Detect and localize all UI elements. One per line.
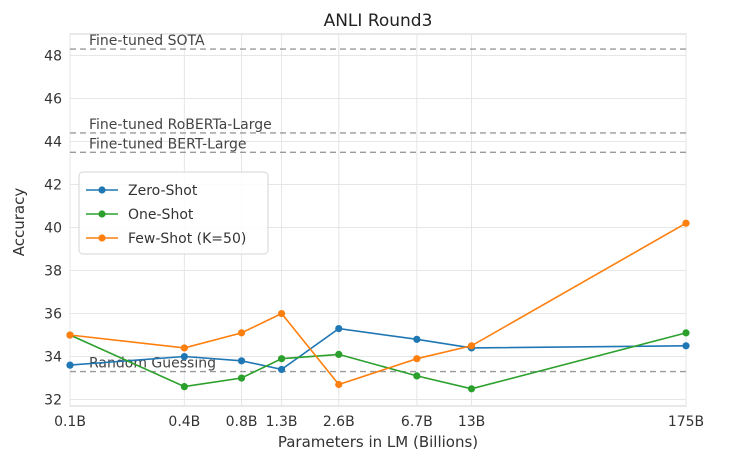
data-point <box>237 329 246 337</box>
x-tick-label: 6.7B <box>401 414 433 430</box>
x-tick-label: 0.8B <box>226 414 258 430</box>
x-tick-label: 2.6B <box>323 414 355 430</box>
data-point <box>180 352 188 361</box>
x-tick-label: 175B <box>668 414 704 430</box>
reference-label: Fine-tuned BERT-Large <box>89 136 247 152</box>
data-point <box>277 355 286 363</box>
x-tick-label: 1.3B <box>266 414 298 430</box>
legend: Zero-Shot One-Shot Few-Shot (K=50) <box>78 171 269 255</box>
data-point <box>682 219 690 227</box>
x-tick-label: 0.4B <box>168 414 200 430</box>
data-point <box>180 383 188 391</box>
x-tick-label: 0.1B <box>54 414 86 430</box>
series-line <box>69 332 687 390</box>
data-point <box>180 344 188 352</box>
legend-label: Few-Shot (K=50) <box>128 231 246 247</box>
y-tick-label: 34 <box>44 350 62 366</box>
y-axis-ticks: 32 34 36 38 40 42 44 46 48 <box>44 49 62 409</box>
data-point <box>413 355 421 363</box>
series-line <box>69 222 687 386</box>
y-tick-label: 44 <box>44 135 62 151</box>
data-point <box>413 372 421 380</box>
reference-lines: Fine-tuned SOTA Fine-tuned RoBERTa-Large F… <box>70 33 686 373</box>
data-point <box>467 342 476 350</box>
data-point <box>66 331 74 339</box>
x-axis-title: Parameters in LM (Billions) <box>278 433 478 451</box>
y-tick-label: 32 <box>44 393 62 409</box>
grid-lines <box>69 34 687 406</box>
legend-marker <box>98 210 106 218</box>
data-point <box>335 350 343 358</box>
data-point <box>237 374 246 382</box>
y-tick-label: 46 <box>44 92 62 108</box>
data-series <box>66 219 690 393</box>
y-tick-label: 38 <box>44 264 62 280</box>
legend-marker <box>98 186 106 194</box>
reference-label: Fine-tuned SOTA <box>89 33 205 49</box>
data-point <box>66 361 74 369</box>
legend-box <box>78 171 269 255</box>
y-axis-title: Accuracy <box>10 188 28 257</box>
y-tick-label: 48 <box>44 49 62 65</box>
data-point <box>237 357 246 365</box>
x-axis-ticks: 0.1B 0.4B 0.8B 1.3B 2.6B 6.7B 13B 175B <box>54 414 704 430</box>
data-point <box>277 365 286 374</box>
y-tick-label: 40 <box>44 221 62 237</box>
x-tick-label: 13B <box>458 414 485 430</box>
y-tick-label: 42 <box>44 178 62 194</box>
data-point <box>682 342 690 350</box>
y-tick-label: 36 <box>44 307 62 323</box>
reference-label: Fine-tuned RoBERTa-Large <box>89 117 272 133</box>
chart-title: ANLI Round3 <box>324 11 433 31</box>
data-point <box>467 385 476 393</box>
data-point <box>413 335 421 343</box>
legend-label: One-Shot <box>128 207 194 223</box>
legend-label: Zero-Shot <box>128 183 198 199</box>
data-point <box>682 329 690 337</box>
data-point <box>335 324 343 333</box>
legend-marker <box>98 234 106 242</box>
data-point <box>335 380 343 389</box>
data-point <box>277 309 286 318</box>
